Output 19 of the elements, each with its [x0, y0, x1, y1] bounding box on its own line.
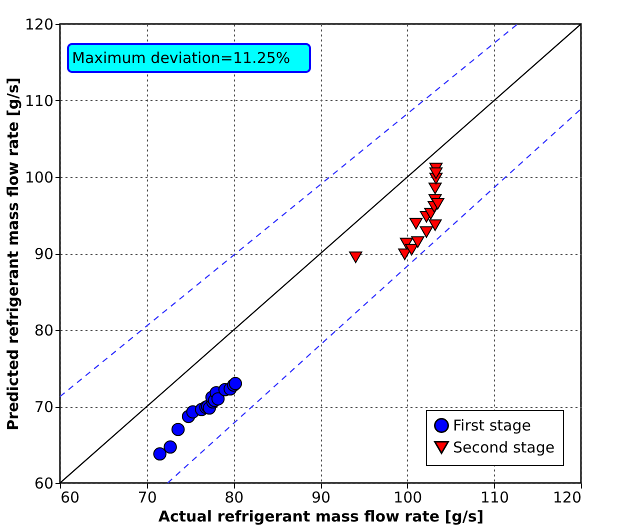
annotation: Maximum deviation=11.25%	[72, 49, 290, 67]
y-tick-label: 90	[34, 245, 54, 263]
x-tick-label: 80	[224, 488, 244, 506]
x-tick-label: 90	[311, 488, 331, 506]
y-tick-label: 100	[24, 168, 54, 186]
legend-label: First stage	[453, 416, 531, 434]
y-tick-label: 80	[34, 322, 54, 340]
y-tick-label: 110	[24, 92, 54, 110]
y-tick-label: 70	[34, 398, 54, 416]
y-tick-label: 60	[34, 474, 54, 492]
x-tick-label: 70	[138, 488, 157, 506]
x-tick-label: 100	[394, 488, 422, 506]
y-axis-title: Predicted refrigerant mass flow rate [g/s]	[4, 77, 22, 431]
x-tick-label: 110	[480, 488, 509, 506]
x-tick-label: 60	[60, 488, 80, 506]
x-tick-label: 120	[552, 488, 582, 506]
x-axis-title: Actual refrigerant mass flow rate [g/s]	[158, 508, 484, 526]
legend-label: Second stage	[453, 438, 555, 456]
y-tick-label: 120	[24, 16, 54, 34]
